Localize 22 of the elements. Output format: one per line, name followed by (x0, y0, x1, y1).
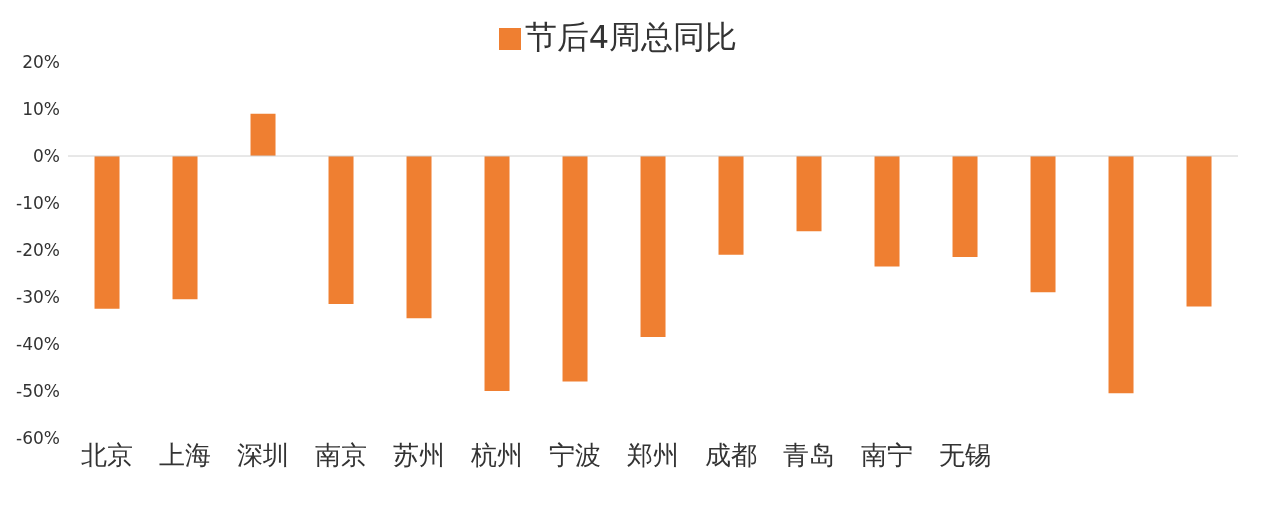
x-tick-label: 宁波 (549, 440, 601, 471)
y-tick-label: -40% (16, 334, 60, 355)
y-tick-label: 10% (22, 99, 60, 120)
x-tick-label: 南宁 (861, 440, 913, 471)
x-tick-label: 杭州 (470, 440, 523, 471)
x-tick-label: 上海 (159, 440, 211, 471)
legend-label: 节后4周总同比 (524, 18, 738, 56)
x-tick-label: 苏州 (393, 440, 445, 471)
x-tick-label: 郑州 (627, 440, 679, 471)
x-tick-label: 青岛 (783, 440, 835, 471)
y-tick-label: 20% (22, 52, 60, 73)
y-tick-label: -50% (16, 381, 60, 402)
y-tick-label: -20% (16, 240, 60, 261)
x-tick-label: 成都 (705, 440, 757, 471)
y-tick-label: -60% (16, 428, 60, 449)
x-tick-label: 无锡 (939, 440, 991, 471)
x-tick-label: 南京 (315, 440, 367, 471)
y-tick-label: -10% (16, 193, 60, 214)
y-tick-label: -30% (16, 287, 60, 308)
y-tick-label: 0% (33, 146, 60, 167)
x-tick-label: 北京 (81, 440, 133, 471)
x-tick-label: 深圳 (237, 440, 289, 471)
